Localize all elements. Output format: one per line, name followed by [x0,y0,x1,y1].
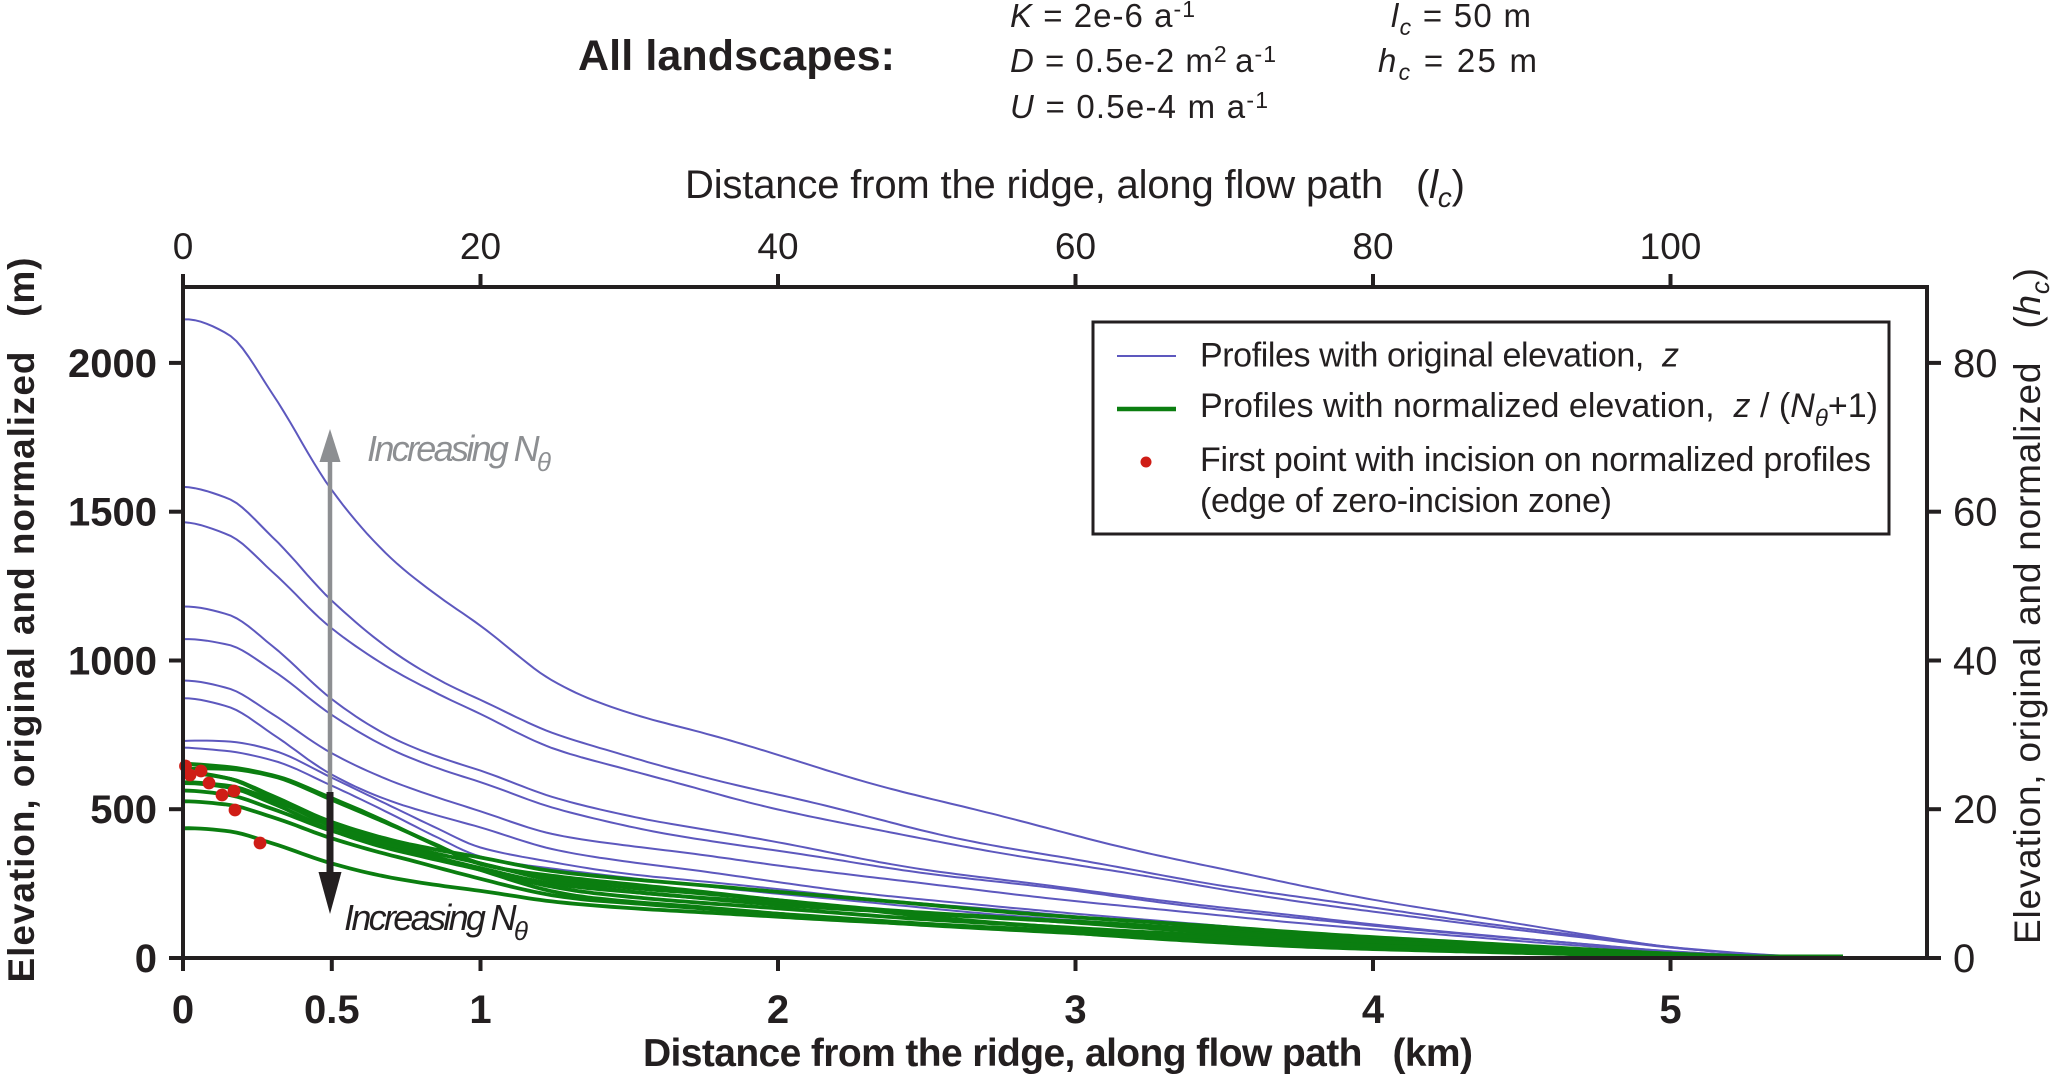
svg-text:0.5: 0.5 [304,988,360,1032]
svg-text:40: 40 [1953,640,1998,684]
svg-text:20: 20 [1953,788,1998,832]
svg-text:Increasing Nθ: Increasing Nθ [367,428,551,477]
svg-text:1000: 1000 [68,640,157,684]
svg-text:0: 0 [173,226,194,267]
svg-text:Elevation, original and normal: Elevation, original and normalized (hc) [2007,268,2055,944]
svg-text:2000: 2000 [68,342,157,386]
svg-text:500: 500 [90,788,157,832]
svg-text:60: 60 [1953,491,1998,535]
svg-text:60: 60 [1055,226,1096,267]
svg-text:0: 0 [172,988,194,1032]
svg-text:4: 4 [1362,988,1385,1032]
svg-text:Profiles with original elevati: Profiles with original elevation, z [1200,337,1679,375]
svg-text:5: 5 [1659,988,1681,1032]
svg-text:First point with incision on n: First point with incision on normalized … [1200,441,1871,479]
svg-text:Distance from the ridge, along: Distance from the ridge, along flow path… [685,163,1465,213]
svg-text:K = 2e-6 a-1: K = 2e-6 a-1 [1010,0,1195,34]
svg-text:80: 80 [1352,226,1393,267]
svg-text:3: 3 [1064,988,1086,1032]
svg-text:(edge of zero-incision zone): (edge of zero-incision zone) [1200,482,1612,520]
svg-text:20: 20 [460,226,501,267]
svg-text:1500: 1500 [68,491,157,535]
svg-text:U = 0.5e-4 m a-1: U = 0.5e-4 m a-1 [1010,87,1268,125]
svg-text:D = 0.5e-2 m2 a-1: D = 0.5e-2 m2 a-1 [1010,41,1276,79]
svg-text:40: 40 [757,226,798,267]
svg-text:Profiles with normalized eleva: Profiles with normalized elevation, z / … [1200,387,1878,432]
svg-text:Increasing Nθ: Increasing Nθ [344,897,528,946]
svg-text:All landscapes:: All landscapes: [578,32,895,80]
svg-text:hc = 25 m: hc = 25 m [1378,42,1537,85]
svg-text:lc = 50 m: lc = 50 m [1391,0,1531,40]
svg-text:1: 1 [469,988,491,1032]
svg-text:80: 80 [1953,342,1998,386]
svg-text:2: 2 [767,988,789,1032]
svg-text:Distance from the ridge, along: Distance from the ridge, along flow path… [643,1032,1473,1074]
svg-text:0: 0 [1953,937,1975,981]
svg-text:Elevation, original and normal: Elevation, original and normalized (m) [1,258,42,983]
svg-text:100: 100 [1640,226,1702,267]
svg-text:0: 0 [135,937,157,981]
